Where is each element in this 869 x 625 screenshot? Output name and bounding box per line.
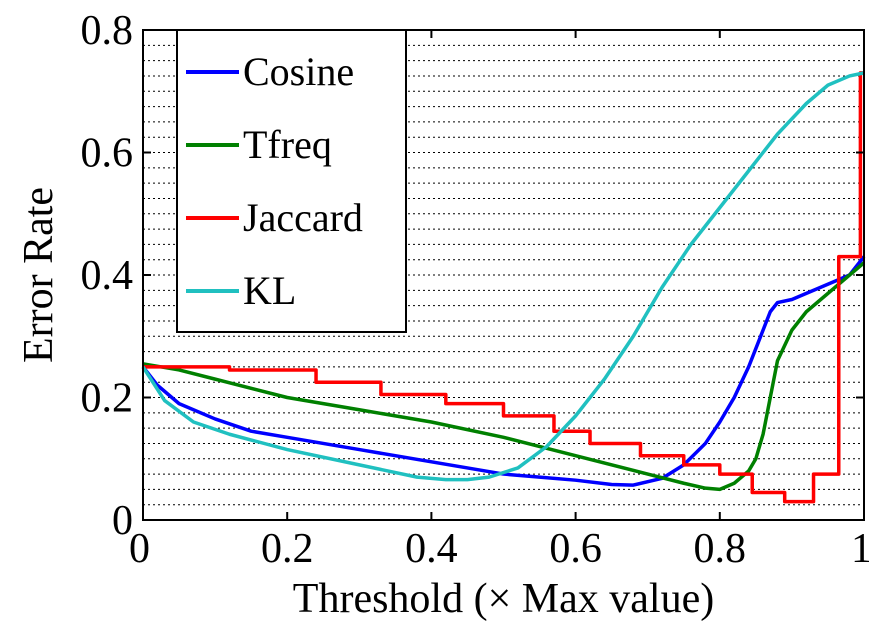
- x-axis-title: Threshold (× Max value): [293, 576, 714, 622]
- legend-box: [176, 29, 407, 333]
- y-tick-label: 0.6: [81, 131, 134, 177]
- legend-label-cosine: Cosine: [243, 49, 354, 94]
- x-tick-label: 0.4: [405, 526, 458, 572]
- series-line-cosine: [141, 255, 866, 487]
- legend-label-jaccard: Jaccard: [243, 195, 363, 240]
- series-line-kl: [141, 71, 865, 482]
- legend-label-tfreq: Tfreq: [243, 122, 332, 167]
- x-tick-label: 1: [851, 526, 869, 572]
- x-tick-label: 0.2: [261, 526, 314, 572]
- series-line-tfreq: [142, 261, 866, 492]
- series-lines: [141, 71, 866, 504]
- gridlines: [143, 44, 864, 506]
- x-tick-label: 0.8: [694, 526, 747, 572]
- tick-labels: 0 0.2 0.4 0.6 0.8 1 0 0.2 0.4 0.6 0.8: [81, 8, 869, 572]
- axis-ticks: [142, 29, 865, 521]
- x-tick-label: 0.6: [549, 526, 602, 572]
- y-axis-title: Error Rate: [16, 187, 62, 363]
- y-tick-label: 0.2: [81, 376, 134, 422]
- series-line-jaccard: [143, 71, 864, 504]
- x-tick-label: 0: [129, 526, 150, 572]
- y-tick-label: 0: [112, 498, 133, 544]
- legend-label-kl: KL: [243, 268, 296, 313]
- y-tick-label: 0.4: [81, 253, 134, 299]
- legend: Cosine Tfreq Jaccard KL: [176, 29, 407, 333]
- y-tick-label: 0.8: [81, 8, 134, 54]
